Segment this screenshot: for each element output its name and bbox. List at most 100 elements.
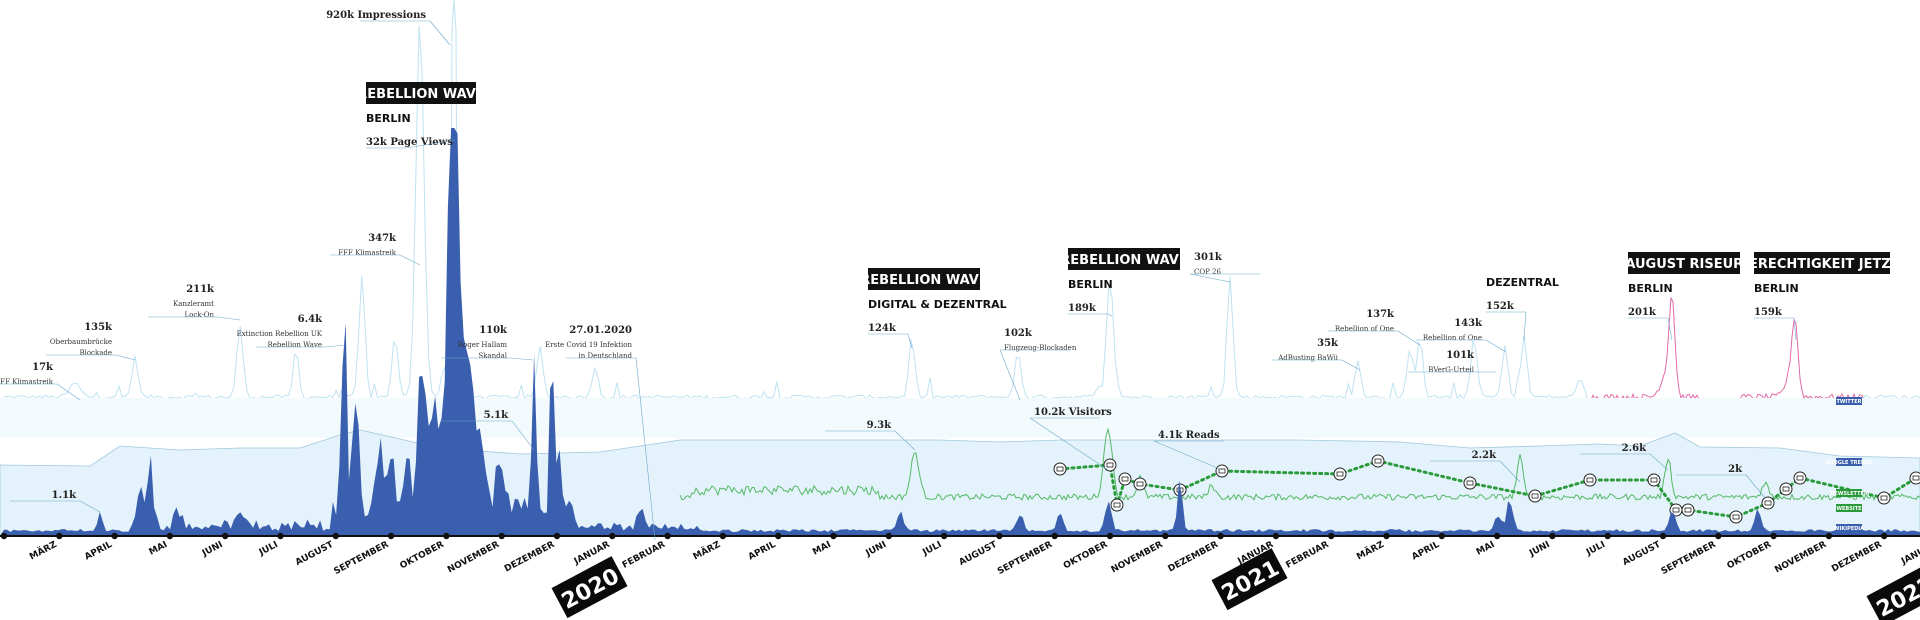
month-tick	[775, 532, 782, 540]
event-marker: REBELLION WAVE BERLIN 189k	[1060, 248, 1188, 317]
event-title-box	[1068, 248, 1180, 270]
annotation: 1.1k	[10, 490, 101, 513]
month-label: AUGUST	[294, 539, 336, 568]
month-label: JUNI	[1527, 540, 1552, 559]
annotation: 2.6k	[1580, 443, 1669, 471]
twitter-line-gerechtigkeit	[1739, 318, 1865, 401]
month-label: AUGUST	[958, 539, 1000, 568]
newsletter-icon	[1528, 489, 1542, 503]
year-badge-box	[551, 556, 628, 619]
annotation-leader	[56, 383, 81, 401]
annotation-desc: BVerG-Urteil	[1428, 366, 1475, 374]
month-label: SEPTEMBER	[332, 540, 390, 577]
website-layer	[679, 427, 1920, 502]
newsletter-icon	[1110, 498, 1124, 512]
month-label: NOVEMBER	[1110, 540, 1165, 576]
month-tick	[1881, 532, 1888, 540]
annotation-desc: Oberbaumbrücke	[50, 338, 112, 346]
annotation-value: 4.1k Reads	[1158, 430, 1220, 441]
annotation-value: 920k Impressions	[326, 10, 426, 21]
legend-tags: TWITTER GOOGLE TRENDS NEWSLETTER WEBSITE WIK…	[1825, 397, 1873, 532]
month-tick	[111, 532, 118, 540]
annotation-leader	[79, 500, 101, 513]
annotation-desc: Rebellion of One	[1335, 325, 1394, 333]
month-tick	[1715, 532, 1722, 540]
month-label: JANUAR	[1899, 540, 1920, 568]
annotation-leader	[894, 430, 916, 451]
annotation: 347k FFF Klimastreik	[330, 233, 421, 266]
annotation: 5.1k	[442, 410, 535, 451]
newsletter-icon	[1371, 454, 1385, 468]
month-tick	[498, 532, 505, 540]
annotation-value: 102k	[1004, 328, 1033, 339]
annotation: 920k Impressions	[326, 10, 451, 46]
newsletter-icon	[1877, 491, 1891, 505]
annotation-leader	[1341, 359, 1361, 371]
legend-tag-box	[1836, 397, 1862, 405]
annotation-leader	[1189, 273, 1231, 283]
year-label: 2022	[1873, 572, 1920, 620]
month-tick	[1549, 532, 1556, 540]
annotation-leader	[1745, 474, 1766, 499]
legend-tag: WEBSITE	[1836, 504, 1862, 512]
annotation: 9.3k	[825, 420, 916, 451]
event-leader	[1523, 311, 1527, 341]
month-tick	[277, 532, 284, 540]
month-label: OKTOBER	[1062, 540, 1109, 572]
legend-tag-label: NEWSLETTER	[1830, 491, 1868, 497]
event-location: BERLIN	[1628, 282, 1673, 295]
annotation-value: 6.4k	[298, 314, 323, 325]
month-label: JULI	[257, 540, 280, 559]
event-marker: AUGUST RISEUP BERLIN 201k	[1625, 252, 1743, 341]
event-location: BERLIN	[366, 112, 411, 125]
month-label: DEZEMBER	[503, 540, 556, 575]
month-label: OKTOBER	[1726, 540, 1773, 572]
month-label: MAI	[1475, 540, 1497, 558]
annotation-leader	[635, 357, 656, 541]
event-title-box	[366, 82, 476, 104]
event-value: 124k	[868, 323, 897, 334]
annotation-value: 27.01.2020	[569, 325, 632, 336]
annotation: 110k Roger Hallam Skandal	[441, 325, 534, 361]
event-value: 32k Page Views	[366, 137, 453, 148]
annotation-leader	[217, 316, 241, 321]
annotation: 17k FFF Klimastreik	[0, 362, 81, 401]
event-title-box	[1628, 252, 1740, 274]
month-tick	[996, 532, 1003, 540]
event-marker: DEZENTRAL 152k	[1486, 276, 1559, 341]
annotation-value: 17k	[32, 362, 54, 373]
event-title: AUGUST RISEUP	[1625, 257, 1742, 272]
month-tick	[1106, 532, 1114, 540]
month-label: NOVEMBER	[1773, 540, 1828, 576]
event-leader	[405, 139, 456, 149]
annotation-desc: Lock-On	[184, 311, 214, 319]
trends-layer	[0, 398, 1920, 536]
annotation-desc: Rebellion Wave	[267, 341, 322, 349]
month-tick	[885, 532, 892, 540]
month-tick	[1659, 532, 1667, 540]
annotation-value: 347k	[368, 233, 397, 244]
year-badge-box	[1866, 564, 1920, 620]
event-value: 201k	[1628, 307, 1657, 318]
month-tick	[1383, 532, 1390, 540]
event-leader	[1667, 317, 1673, 341]
annotation-layer: 920k Impressions 17k FFF Klimastreik 135k Ob…	[0, 10, 1766, 541]
year-badge: 2020	[551, 556, 628, 619]
month-label: AUGUST	[1621, 539, 1663, 568]
annotation: 101k BVerG-Urteil	[1408, 350, 1496, 374]
month-tick	[940, 532, 948, 540]
annotation-value: 301k	[1194, 252, 1223, 263]
legend-tag-box	[1836, 489, 1862, 497]
month-label: MÄRZ	[1355, 539, 1387, 563]
annotation-leader	[429, 20, 451, 46]
month-label: FEBRUAR	[621, 540, 667, 571]
annotation-leader	[999, 349, 1021, 401]
month-tick	[1438, 532, 1446, 540]
annotation-leader	[325, 344, 346, 348]
annotation: 143k Rebellion of One	[1416, 318, 1507, 353]
annotation: 135k Oberbaumbrücke Blockade	[46, 322, 136, 361]
annotation-desc: in Deutschland	[579, 352, 633, 360]
twitter-line-august	[1584, 296, 1700, 401]
annotation-value: 9.3k	[867, 420, 892, 431]
